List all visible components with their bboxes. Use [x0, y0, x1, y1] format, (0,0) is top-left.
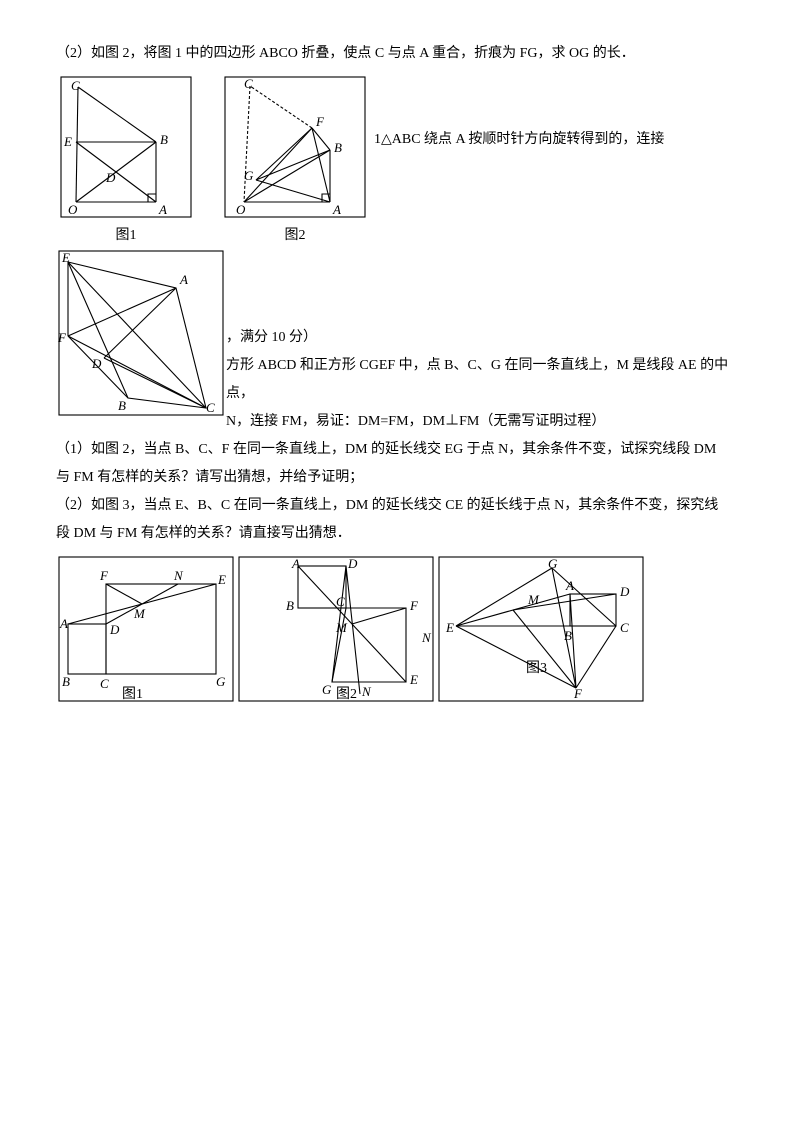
q1-fig2: C F B G O A — [220, 72, 370, 222]
q1-line1: （2）如图 2，将图 1 中的四边形 ABCO 折叠，使点 C 与点 A 重合，… — [56, 40, 744, 68]
q3-figs: F N E A M D B C G 图1 — [56, 554, 744, 704]
q3-p2: （2）如图 3，当点 E、B、C 在同一条直线上，DM 的延长线交 CE 的延长… — [56, 492, 744, 520]
q1-fig2-cell: C F B G O A 图2 — [220, 72, 370, 244]
f3-D: D — [619, 584, 630, 599]
q1-figures-row: C E D B O A 图1 — [56, 72, 744, 244]
lbl-B2: B — [334, 140, 342, 155]
q2-side2: 方形 ABCD 和正方形 CGEF 中，点 B、C、G 在同一条直线上，M 是线… — [226, 352, 744, 408]
f2-E: E — [409, 672, 418, 687]
q3-cap1: 图1 — [122, 687, 143, 702]
page: （2）如图 2，将图 1 中的四边形 ABCO 折叠，使点 C 与点 A 重合，… — [0, 0, 800, 764]
q2-C: C — [206, 400, 215, 415]
q2-fig: E A F D B C — [56, 248, 226, 418]
f1-M: M — [133, 606, 146, 621]
f1-E: E — [217, 572, 226, 587]
f2-B: B — [286, 598, 294, 613]
f3-B: B — [564, 628, 572, 643]
f2-Nside: N — [421, 630, 432, 645]
lbl-F2: F — [315, 114, 325, 129]
lbl-E: E — [63, 134, 72, 149]
f3-A: A — [565, 578, 574, 593]
q3-cap2: 图2 — [336, 687, 357, 702]
f1-G: G — [216, 674, 226, 689]
q2-row: E A F D B C ，满分 10 分） 方形 ABCD 和正方形 CGEF … — [56, 248, 744, 436]
lbl-A: A — [158, 202, 167, 217]
q2-E: E — [61, 250, 70, 265]
f2-A: A — [291, 556, 300, 571]
q3-p1b: 与 FM 有怎样的关系？请写出猜想，并给予证明； — [56, 464, 744, 492]
f3-F: F — [573, 686, 583, 701]
lbl-C: C — [71, 78, 80, 93]
f2-G: G — [322, 682, 332, 697]
q1-fig1-cell: C E D B O A 图1 — [56, 72, 196, 244]
f2-M: M — [335, 620, 348, 635]
q3-cap3: 图3 — [526, 661, 547, 676]
q1-side-text: 1△ABC 绕点 A 按顺时针方向旋转得到的，连接 — [374, 72, 664, 154]
q2-F: F — [57, 330, 67, 345]
lbl-C2: C — [244, 76, 253, 91]
f1-C: C — [100, 676, 109, 691]
f2-D: D — [347, 556, 358, 571]
q1-fig1: C E D B O A — [56, 72, 196, 222]
f1-D: D — [109, 622, 120, 637]
lbl-G2: G — [244, 168, 254, 183]
q3-fig3: G M A D E B C F 图3 — [436, 554, 646, 704]
q3-p1: （1）如图 2，当点 B、C、F 在同一条直线上，DM 的延长线交 EG 于点 … — [56, 436, 744, 464]
f2-N: N — [361, 684, 372, 699]
q3-p2b: 段 DM 与 FM 有怎样的关系？请直接写出猜想． — [56, 520, 744, 548]
q3-fig2: A D B C F M G N E N 图2 — [236, 554, 436, 704]
f1-N: N — [173, 568, 184, 583]
f3-G: G — [548, 556, 558, 571]
q2-B: B — [118, 398, 126, 413]
q2-fig-cell: E A F D B C — [56, 248, 226, 418]
q1-fig2-caption: 图2 — [285, 224, 306, 244]
q2-side1: ，满分 10 分） — [226, 324, 744, 352]
q2-D: D — [91, 356, 102, 371]
lbl-A2: A — [332, 202, 341, 217]
f3-C: C — [620, 620, 629, 635]
q2-side3: N，连接 FM，易证：DM=FM，DM⊥FM（无需写证明过程） — [226, 408, 744, 436]
q2-side: ，满分 10 分） 方形 ABCD 和正方形 CGEF 中，点 B、C、G 在同… — [226, 248, 744, 436]
q2-A: A — [179, 272, 188, 287]
f1-F: F — [99, 568, 109, 583]
f3-E: E — [445, 620, 454, 635]
f3-M: M — [527, 592, 540, 607]
f2-F: F — [409, 598, 419, 613]
q3-fig1: F N E A M D B C G 图1 — [56, 554, 236, 704]
f1-A: A — [59, 616, 68, 631]
lbl-D: D — [105, 170, 116, 185]
lbl-O: O — [68, 202, 78, 217]
f2-C: C — [336, 594, 345, 609]
q1-fig1-caption: 图1 — [116, 224, 137, 244]
f1-B: B — [62, 674, 70, 689]
lbl-B: B — [160, 132, 168, 147]
lbl-O2: O — [236, 202, 246, 217]
